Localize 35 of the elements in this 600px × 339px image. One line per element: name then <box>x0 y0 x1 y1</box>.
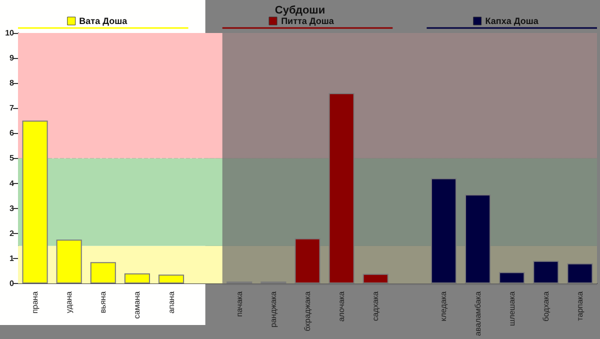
x-tick-label: вьяна <box>98 290 108 314</box>
x-tick-label: кледака <box>439 290 448 322</box>
x-tick-label: ранджака <box>268 290 278 328</box>
x-tick-label: садхака <box>371 290 380 322</box>
y-tick-label: 1 <box>10 254 15 263</box>
legend-label: Питта Доша <box>281 16 335 26</box>
x-tick-label: тарпака <box>575 290 584 321</box>
y-tick-label: 4 <box>10 178 15 188</box>
bar <box>124 273 150 284</box>
x-tick-label: самана <box>132 290 142 319</box>
x-tick-label: пачака <box>234 290 244 317</box>
x-tick-label: бодхака <box>541 290 550 322</box>
x-tick-label: апана <box>166 290 176 314</box>
y-tick-label: 9 <box>10 54 15 63</box>
y-tick-label: 10 <box>5 28 15 38</box>
bar <box>22 120 48 284</box>
legend-label: Вата Доша <box>79 16 128 26</box>
bar <box>56 240 82 284</box>
y-tick-label: 5 <box>10 154 15 163</box>
bar <box>90 262 116 284</box>
x-tick-label: удана <box>64 290 74 314</box>
legend-label: Капха Доша <box>485 16 540 26</box>
y-tick-label: 3 <box>10 204 15 213</box>
y-tick-label: 7 <box>10 104 15 113</box>
y-tick-label: 0 <box>10 278 15 288</box>
x-tick-label: алочака <box>337 290 346 322</box>
chart-title: Субдоши <box>274 4 326 16</box>
x-tick-label: шлешака <box>507 290 516 326</box>
y-tick-label: 8 <box>10 78 15 88</box>
y-tick-label: 2 <box>10 228 15 238</box>
y-tick-label: 6 <box>10 128 15 138</box>
x-tick-label: бхраджака <box>303 290 312 332</box>
bar <box>158 274 184 284</box>
x-tick-label: авалaмбака <box>473 290 482 336</box>
x-tick-label: прана <box>30 290 40 314</box>
